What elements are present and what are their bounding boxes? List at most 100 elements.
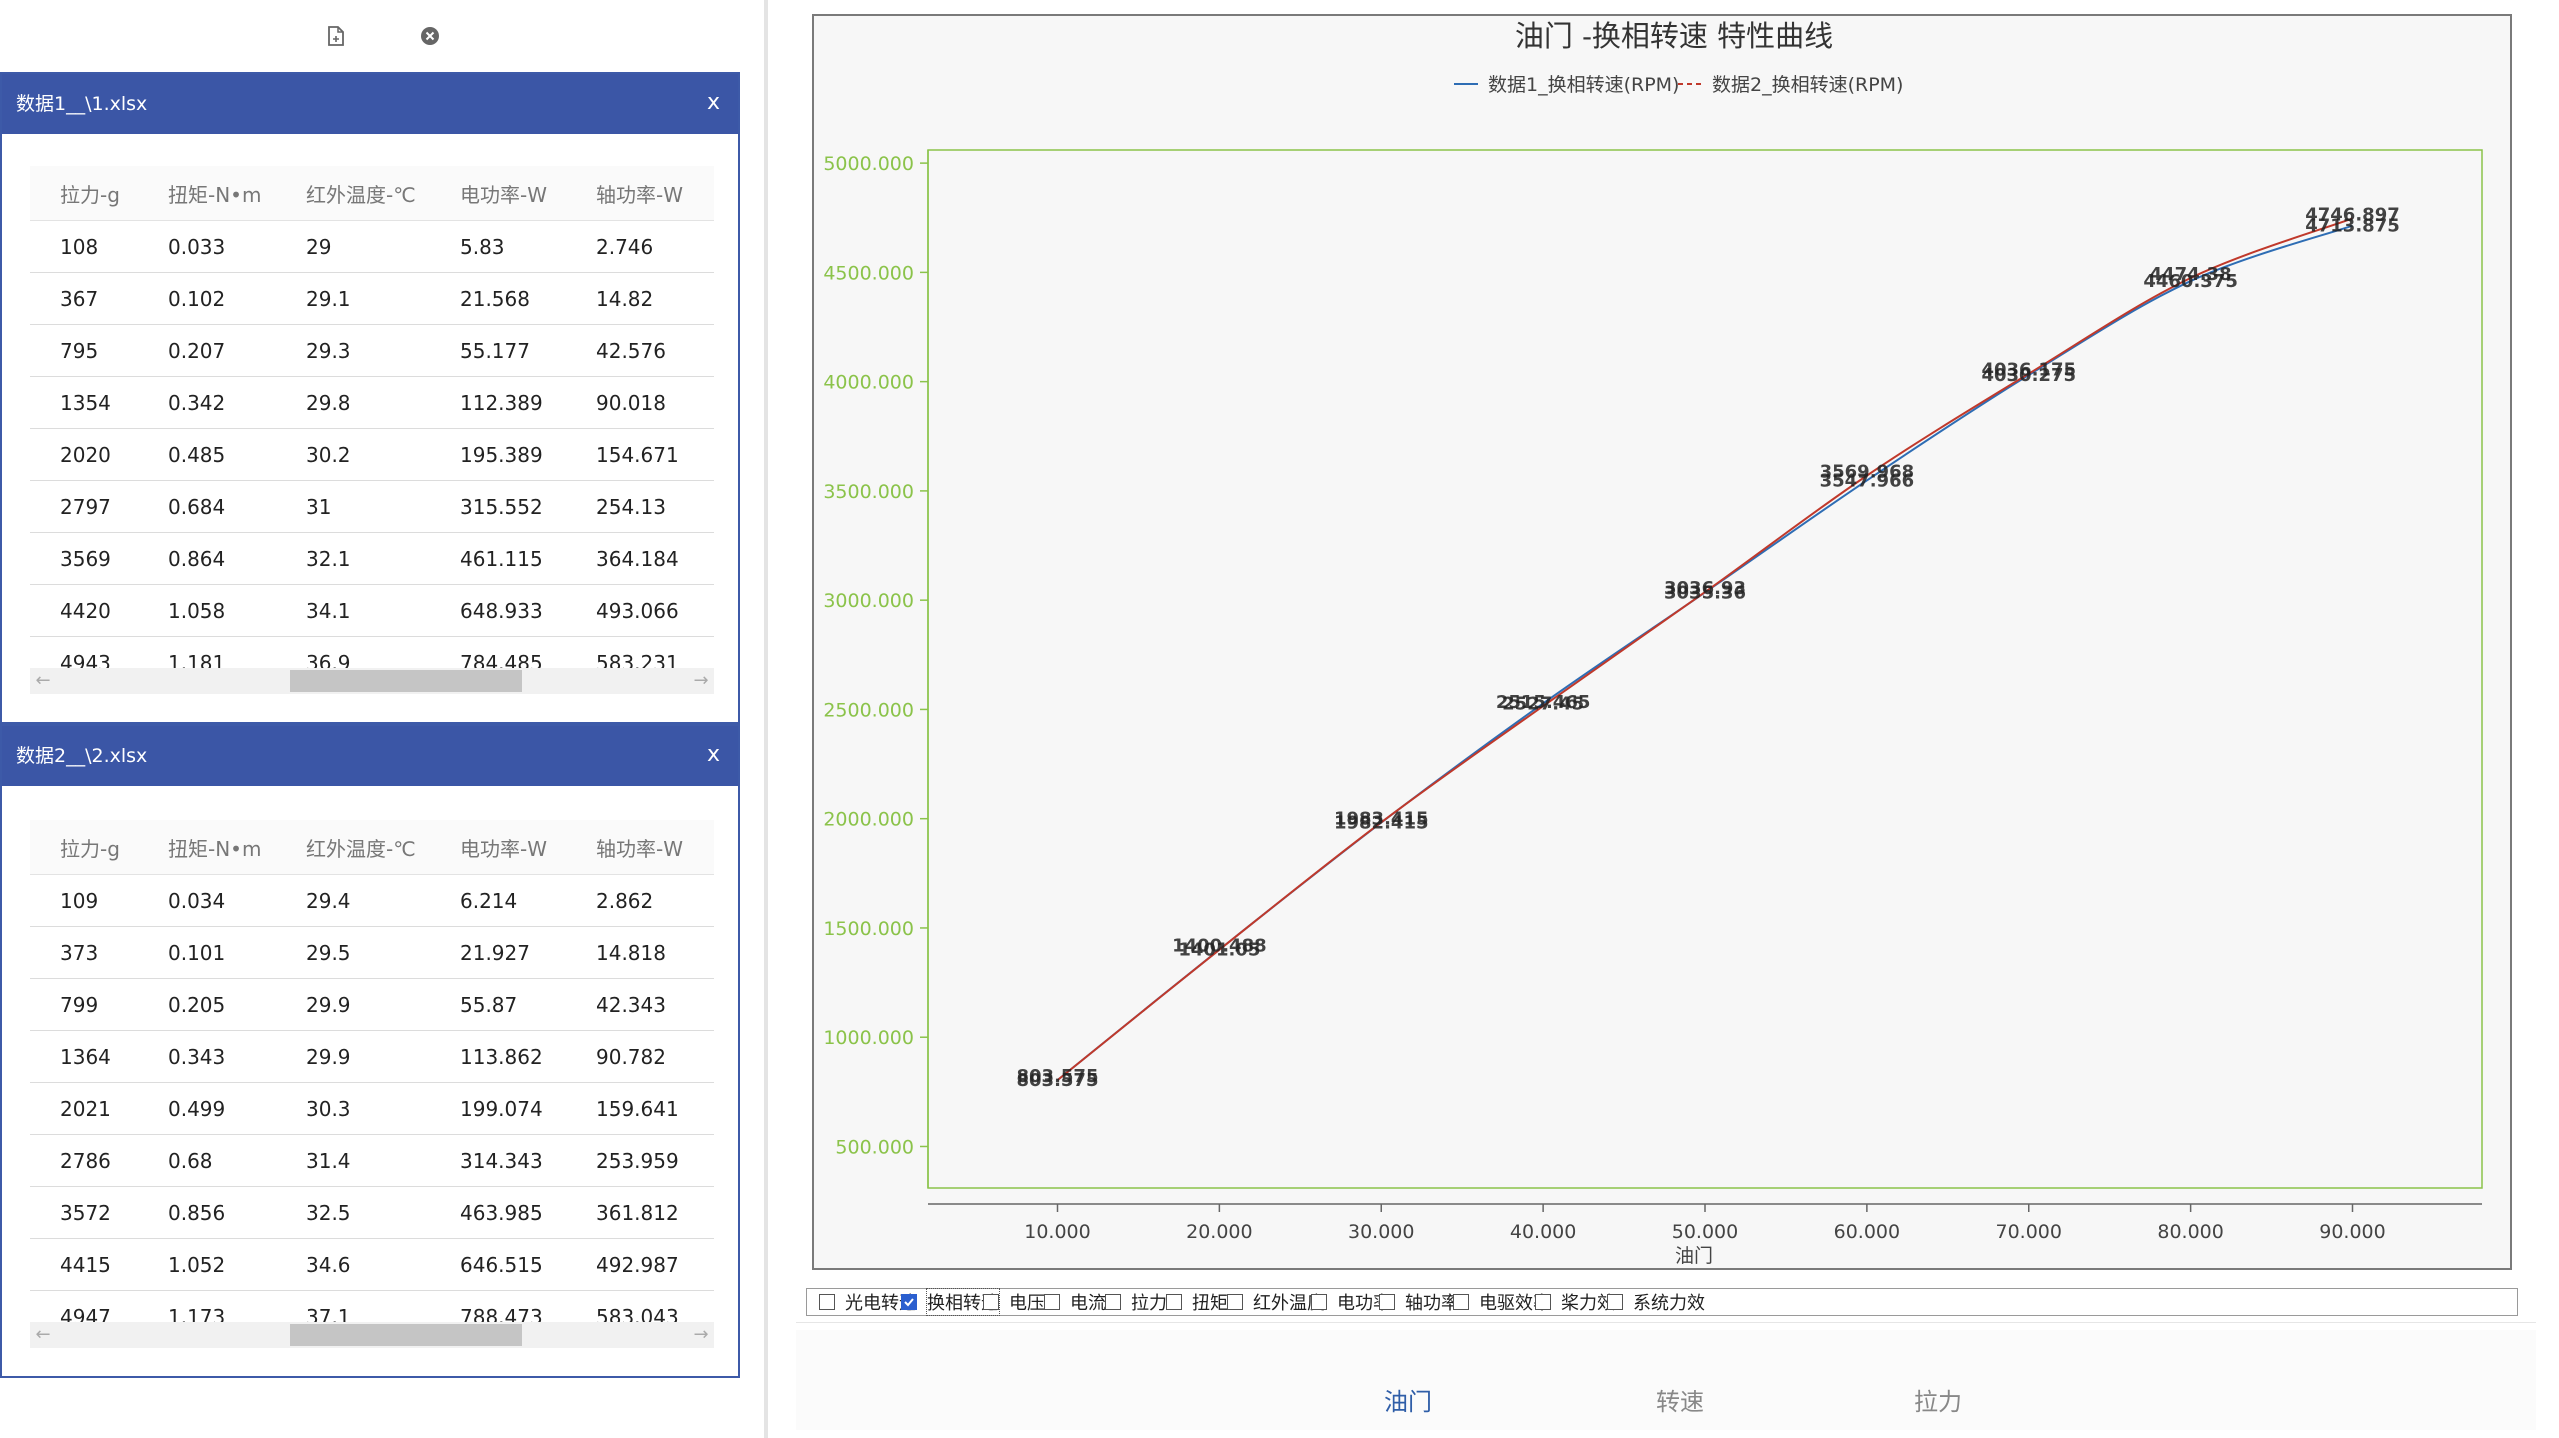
data-table: 拉力-g 扭矩-N•m 红外温度-℃ 电功率-W 轴功率-W 108 0.033 29 5.8… [30,166,714,689]
table-row[interactable]: 2020 0.485 30.2 195.389 154.671 [30,428,714,481]
checkbox-unchecked-icon[interactable] [1227,1294,1243,1310]
checkbox-unchecked-icon[interactable] [1379,1294,1395,1310]
table-row[interactable]: 799 0.205 29.9 55.87 42.343 [30,978,714,1031]
curve-checkbox[interactable]: 扭矩 [1166,1291,1228,1314]
curve-checkbox[interactable]: 电压 [983,1291,1045,1314]
column-header[interactable]: 轴功率-W [566,820,714,875]
table-cell: 30.3 [276,1082,430,1135]
table-cell: 55.87 [430,978,566,1031]
table-row[interactable]: 4420 1.058 34.1 648.933 493.066 [30,584,714,637]
table-row[interactable]: 2021 0.499 30.3 199.074 159.641 [30,1082,714,1135]
table-row[interactable]: 373 0.101 29.5 21.927 14.818 [30,926,714,979]
curve-checkbox[interactable]: 红外温度 [1227,1291,1325,1314]
horizontal-scrollbar[interactable]: ← → [30,668,714,694]
checkbox-unchecked-icon[interactable] [1453,1294,1469,1310]
column-divider[interactable] [764,0,768,1438]
column-header[interactable]: 扭矩-N•m [138,166,276,221]
x-axis: 10.000 20.000 30.000 40.000 50.000 60.000 70.0… [928,1203,2482,1243]
table-cell: 32.1 [276,532,430,585]
table-cell: 32.5 [276,1186,430,1239]
checkbox-unchecked-icon[interactable] [819,1294,835,1310]
checkbox-label: 光电转速 [845,1293,917,1314]
checkbox-unchecked-icon[interactable] [1311,1294,1327,1310]
y-tick-label: 2500.000 [823,699,914,721]
data-label: 803.575 [1017,1070,1099,1091]
curve-checkbox[interactable]: 电流 [1044,1291,1106,1314]
column-header[interactable]: 电功率-W [430,820,566,875]
column-header[interactable]: 红外温度-℃ [276,820,430,875]
table-cell: 29 [276,220,430,273]
panel-close-button[interactable]: x [706,90,720,115]
close-circle-icon[interactable] [416,22,444,50]
tab-3[interactable]: 拉力 [1914,1388,1962,1416]
data-label: 1983.415 [1334,808,1429,829]
tab-2[interactable]: 转速 [1656,1388,1704,1416]
table-cell: 0.343 [138,1030,276,1083]
data-label: 4713.875 [2305,216,2400,237]
table-row[interactable]: 109 0.034 29.4 6.214 2.862 [30,874,714,927]
data-label: 3569.968 [1820,462,1915,483]
table-row[interactable]: 2797 0.684 31 315.552 254.13 [30,480,714,533]
table-cell: 648.933 [430,584,566,637]
checkbox-unchecked-icon[interactable] [1166,1294,1182,1310]
tab-1[interactable]: 油门 [1384,1388,1432,1416]
checkbox-unchecked-icon[interactable] [1105,1294,1121,1310]
scrollbar-thumb[interactable] [290,1324,522,1346]
data-panel-2: 数据2__\2.xlsx x 拉力-g 扭矩-N•m 红外温度-℃ 电功率-W 轴功率-… [0,724,740,1378]
column-header[interactable]: 拉力-g [30,820,138,875]
new-file-icon[interactable] [322,22,350,50]
table-row[interactable]: 2786 0.68 31.4 314.343 253.959 [30,1134,714,1187]
table-cell: 0.102 [138,272,276,325]
checkbox-label: 拉力 [1131,1293,1167,1314]
scroll-left-arrow-icon[interactable]: ← [35,1324,51,1345]
curve-checkbox[interactable]: 电功率 [1311,1291,1391,1314]
table-row[interactable]: 3569 0.864 32.1 461.115 364.184 [30,532,714,585]
table-cell: 367 [30,272,138,325]
y-tick-label: 4000.000 [823,372,914,394]
table-row[interactable]: 1364 0.343 29.9 113.862 90.782 [30,1030,714,1083]
checkbox-checked-icon[interactable] [901,1294,917,1310]
panel-close-button[interactable]: x [706,742,720,767]
table-row[interactable]: 795 0.207 29.3 55.177 42.576 [30,324,714,377]
curve-checkbox[interactable]: 电驱效率 [1453,1291,1551,1314]
curve-checkbox[interactable]: 系统力效 [1607,1291,1705,1314]
scroll-left-arrow-icon[interactable]: ← [35,670,51,691]
horizontal-scrollbar[interactable]: ← → [30,1322,714,1348]
checkbox-label: 系统力效 [1633,1293,1705,1314]
table-cell: 42.343 [566,978,714,1031]
curve-checkbox[interactable]: 光电转速 [819,1291,917,1314]
panel-title: 数据2__\2.xlsx [16,745,148,767]
checkbox-unchecked-icon[interactable] [983,1294,999,1310]
table-row[interactable]: 1354 0.342 29.8 112.389 90.018 [30,376,714,429]
curve-checkbox[interactable]: 轴功率 [1379,1291,1459,1314]
column-header[interactable]: 红外温度-℃ [276,166,430,221]
x-axis-tabs: 油门 转速 拉力 [796,1330,2536,1430]
checkbox-unchecked-icon[interactable] [1607,1294,1623,1310]
scrollbar-thumb[interactable] [290,670,522,692]
table-cell: 0.101 [138,926,276,979]
y-tick-label: 2000.000 [823,809,914,831]
legend-label: 数据2_换相转速(RPM) [1712,74,1903,96]
table-cell: 0.864 [138,532,276,585]
table-row[interactable]: 108 0.033 29 5.83 2.746 [30,220,714,273]
x-tick-label: 10.000 [1024,1221,1090,1243]
scroll-right-arrow-icon[interactable]: → [693,1324,709,1345]
data-table: 拉力-g 扭矩-N•m 红外温度-℃ 电功率-W 轴功率-W 109 0.034 29.4 6… [30,820,714,1343]
table-row[interactable]: 367 0.102 29.1 21.568 14.82 [30,272,714,325]
checkbox-unchecked-icon[interactable] [1535,1294,1551,1310]
column-header[interactable]: 轴功率-W [566,166,714,221]
column-header[interactable]: 扭矩-N•m [138,820,276,875]
curve-checkbox[interactable]: 桨力效 [1535,1291,1615,1314]
checkbox-unchecked-icon[interactable] [1044,1294,1060,1310]
column-header[interactable]: 电功率-W [430,166,566,221]
plot-frame [927,149,2483,1189]
scroll-right-arrow-icon[interactable]: → [693,670,709,691]
y-tick-label: 5000.000 [823,153,914,175]
column-header[interactable]: 拉力-g [30,166,138,221]
curve-checkbox[interactable]: 换相转速 [901,1288,1000,1316]
curve-checkbox[interactable]: 拉力 [1105,1291,1167,1314]
table-row[interactable]: 3572 0.856 32.5 463.985 361.812 [30,1186,714,1239]
table-cell: 373 [30,926,138,979]
table-cell: 21.568 [430,272,566,325]
table-row[interactable]: 4415 1.052 34.6 646.515 492.987 [30,1238,714,1291]
